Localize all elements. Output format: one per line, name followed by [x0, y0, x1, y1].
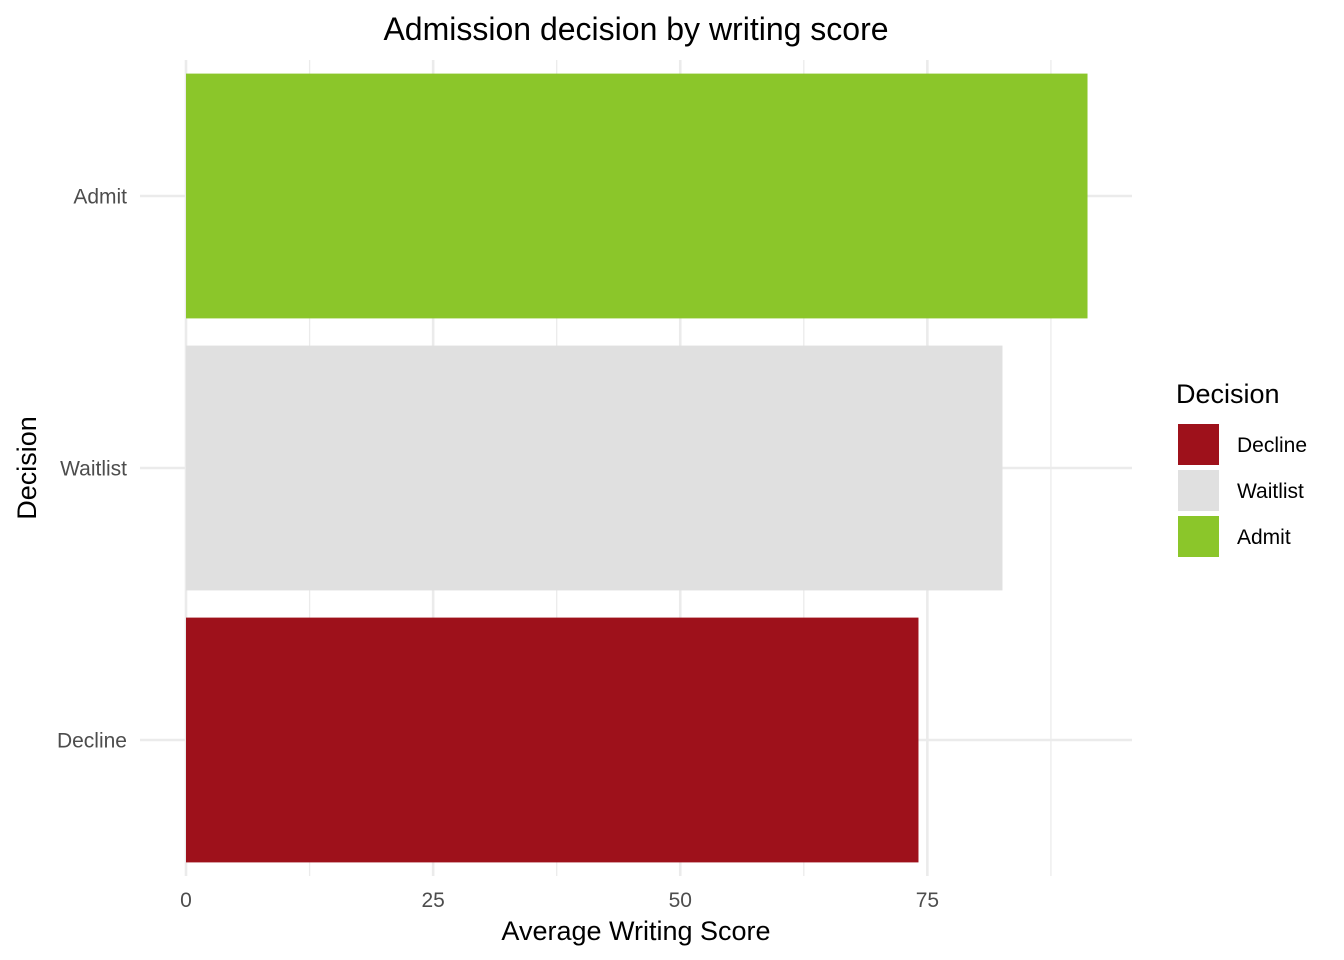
axis-layer: 0 25 50 75 Decline Waitlist Admit — [57, 186, 939, 913]
y-tick-label: Waitlist — [60, 458, 127, 481]
x-axis-title: Average Writing Score — [501, 916, 770, 946]
legend: Decision Decline Waitlist Admit — [1176, 379, 1307, 557]
x-tick-label: 50 — [669, 889, 692, 912]
y-tick-label: Decline — [57, 730, 127, 753]
y-axis-title: Decision — [12, 416, 42, 520]
legend-label: Admit — [1237, 526, 1291, 549]
bar-decline — [186, 617, 919, 863]
legend-label: Decline — [1237, 434, 1307, 457]
chart-title: Admission decision by writing score — [383, 11, 888, 47]
bars-layer — [186, 73, 1088, 863]
y-tick-label: Admit — [73, 186, 127, 209]
legend-key-decline — [1178, 424, 1219, 465]
legend-label: Waitlist — [1237, 480, 1304, 503]
x-tick-label: 0 — [180, 889, 192, 912]
x-tick-label: 75 — [916, 889, 939, 912]
x-tick-label: 25 — [421, 889, 444, 912]
bar-waitlist — [186, 345, 1003, 591]
legend-key-admit — [1178, 516, 1219, 557]
bar-admit — [186, 73, 1088, 319]
legend-key-waitlist — [1178, 470, 1219, 511]
legend-title: Decision — [1176, 379, 1280, 409]
